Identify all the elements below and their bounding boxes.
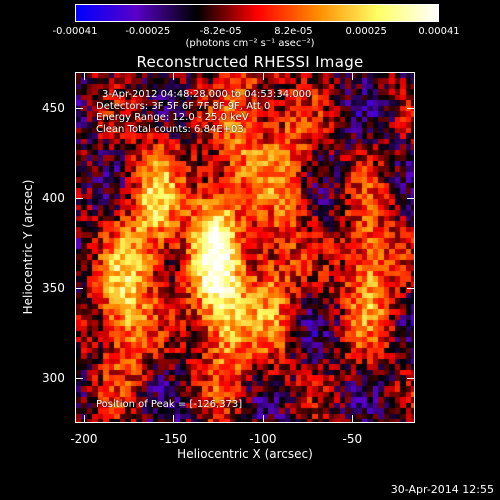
- colorbar-unit: (photons cm⁻² s⁻¹ asec⁻²): [185, 38, 315, 49]
- colorbar-tick-label: -0.00025: [125, 26, 171, 37]
- x-tick-mark: [262, 415, 264, 423]
- x-tick-mark: [262, 72, 264, 80]
- x-axis-label: Heliocentric X (arcsec): [177, 447, 313, 461]
- x-tick-mark: [173, 415, 175, 423]
- x-tick-label: -100: [249, 432, 277, 446]
- colorbar-tick-label: 0.00025: [345, 26, 387, 37]
- y-tick-mark: [75, 108, 83, 109]
- x-tick-mark: [173, 72, 175, 80]
- x-tick-mark: [83, 72, 85, 80]
- x-tick-label: -50: [342, 432, 363, 446]
- timestamp: 30-Apr-2014 12:55: [390, 483, 494, 496]
- x-tick-label: -150: [159, 432, 188, 446]
- time-range: 3-Apr-2012 04:48:28.000 to 04:53:34.000: [102, 89, 312, 100]
- peak-position: Position of Peak = [-126,373]: [96, 399, 243, 410]
- colorbar-tick-label: -8.2e-05: [199, 26, 242, 37]
- x-tick-mark: [352, 415, 354, 423]
- y-tick-mark: [75, 378, 83, 379]
- x-tick-mark: [352, 72, 354, 80]
- y-tick-label: 300: [42, 371, 65, 385]
- y-tick-mark: [75, 288, 83, 289]
- y-tick-mark: [407, 198, 415, 199]
- y-tick-mark: [407, 288, 415, 289]
- colorbar-gradient: [76, 5, 438, 21]
- heatmap-image: [76, 73, 414, 422]
- clean-counts: Clean Total counts: 6.84E+03: [96, 123, 244, 135]
- energy-range: Energy Range: 12.0 - 25.0 keV: [96, 112, 249, 123]
- colorbar-tick-label: 0.00041: [418, 26, 460, 37]
- colorbar: [75, 4, 439, 22]
- x-tick-mark: [83, 415, 85, 423]
- y-axis-label: Heliocentric Y (arcsec): [21, 179, 35, 315]
- colorbar-tick-label: -0.00041: [52, 26, 98, 37]
- plot-area: 3-Apr-2012 04:48:28.000 to 04:53:34.000 …: [75, 72, 415, 423]
- y-tick-mark: [407, 378, 415, 379]
- y-tick-mark: [407, 108, 415, 109]
- y-tick-label: 400: [42, 191, 65, 205]
- detectors-info: Detectors: 3F 5F 6F 7F 8F 9F, Att 0: [96, 100, 271, 112]
- chart-title: Reconstructed RHESSI Image: [136, 53, 364, 71]
- y-tick-label: 350: [42, 281, 65, 295]
- y-tick-mark: [75, 198, 83, 199]
- x-tick-label: -200: [70, 432, 98, 446]
- colorbar-tick-label: 8.2e-05: [274, 26, 313, 37]
- y-tick-label: 450: [42, 101, 65, 115]
